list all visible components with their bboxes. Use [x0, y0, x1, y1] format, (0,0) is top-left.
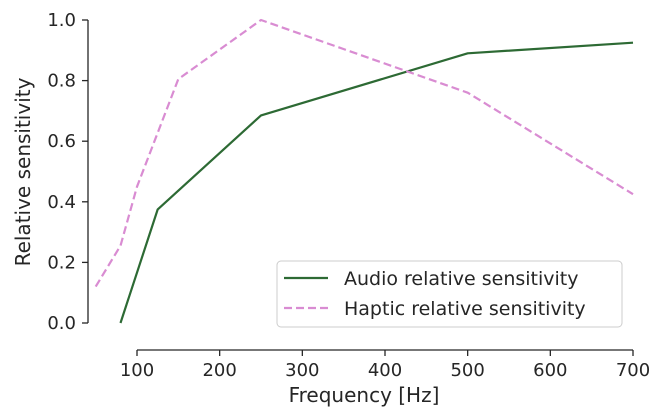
x-tick-label: 400: [368, 360, 402, 381]
y-axis-label: Relative sensitivity: [11, 77, 35, 266]
series-line-audio: [119, 41, 634, 324]
x-tick-label: 500: [450, 360, 484, 381]
y-tick-label: 0.0: [47, 313, 76, 334]
x-tick-label: 700: [616, 360, 650, 381]
y-tick-label: 0.4: [47, 192, 76, 213]
y-tick-label: 0.6: [47, 131, 76, 152]
axes: 0.0 0.2 0.4 0.6 0.8 1.0 100 200 300 400 500 600 700: [47, 10, 650, 381]
series-line-haptic: [94, 18, 634, 288]
y-tick-label: 0.8: [47, 71, 76, 92]
y-tick-label: 0.2: [47, 252, 76, 273]
x-axis-label: Frequency [Hz]: [289, 383, 440, 407]
x-tick-label: 100: [120, 360, 154, 381]
x-tick-label: 300: [285, 360, 319, 381]
legend-entry-label: Audio relative sensitivity: [344, 268, 579, 290]
legend-box: [276, 260, 623, 328]
x-tick-label: 600: [533, 360, 567, 381]
legend-entry-label: Haptic relative sensitivity: [344, 298, 586, 320]
x-tick-label: 200: [202, 360, 236, 381]
series-layer: [94, 18, 634, 324]
legend: Audio relative sensitivity Haptic relativ…: [276, 260, 623, 328]
y-tick-label: 1.0: [47, 10, 76, 31]
